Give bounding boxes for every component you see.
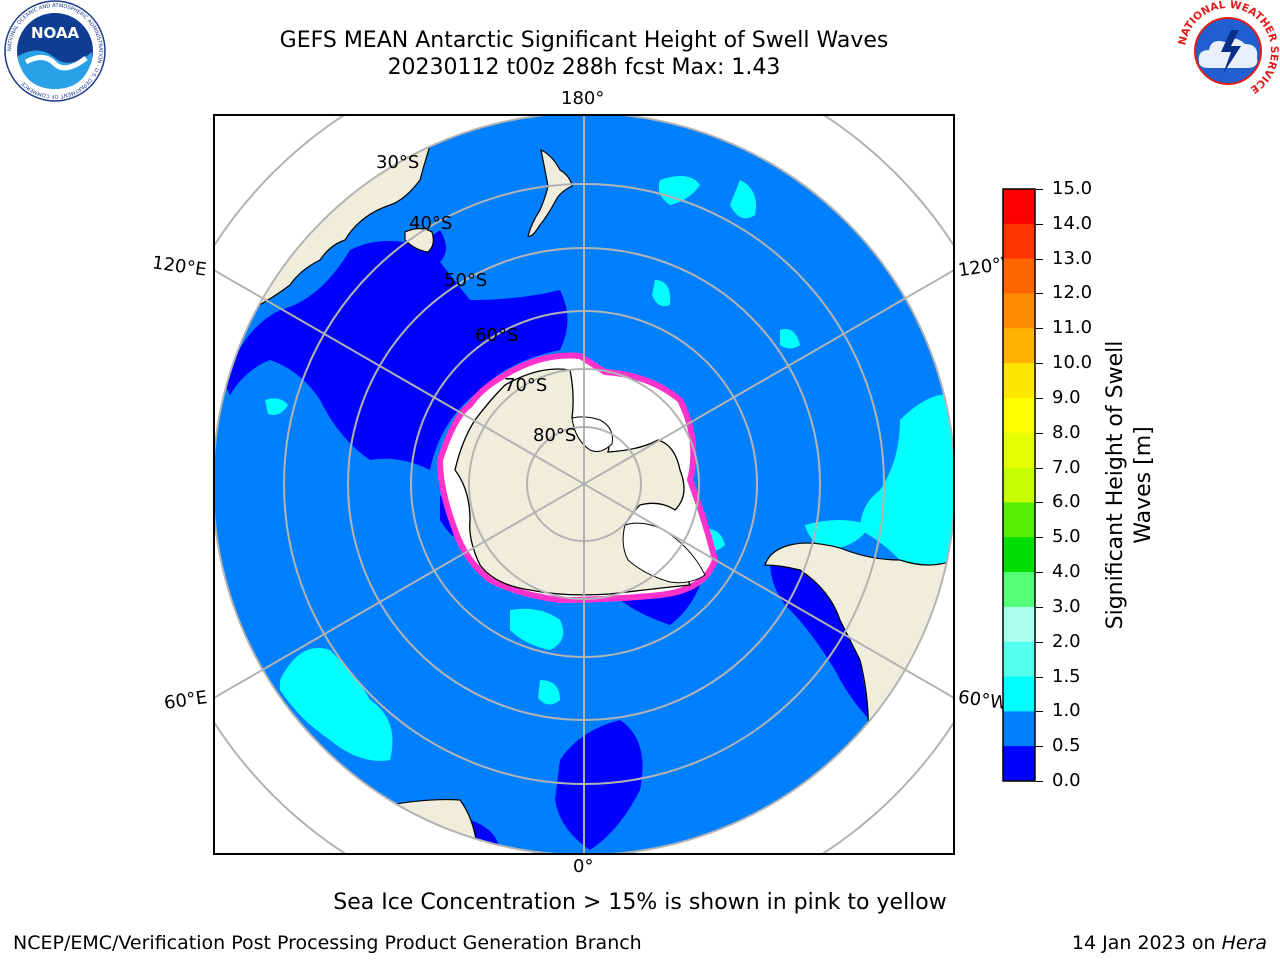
- colorbar-segment: [1003, 537, 1035, 573]
- colorbar-segment: [1003, 189, 1035, 225]
- sea-ice-caption: Sea Ice Concentration > 15% is shown in …: [333, 890, 947, 915]
- colorbar-tick-mark: [1036, 189, 1043, 190]
- colorbar-tick-label: 2.0: [1052, 630, 1081, 652]
- colorbar-tick-mark: [1036, 397, 1043, 399]
- lat-label-50s: 50°S: [444, 270, 488, 291]
- colorbar-label: Significant Height of Swell Waves [m]: [1103, 340, 1156, 630]
- colorbar-tick-mark: [1036, 641, 1043, 643]
- lat-label-70s: 70°S: [504, 375, 548, 396]
- colorbar-segment: [1003, 258, 1035, 294]
- colorbar-tick-label: 1.0: [1052, 700, 1081, 722]
- colorbar-segment: [1003, 606, 1035, 643]
- colorbar-tick-label: 9.0: [1052, 386, 1081, 408]
- colorbar-segment: [1003, 467, 1035, 503]
- colorbar-segment: [1003, 711, 1035, 747]
- colorbar-tick-mark: [1036, 432, 1043, 434]
- colorbar-tick-label: 4.0: [1052, 561, 1081, 583]
- lon-label-0: 0°: [573, 856, 594, 877]
- colorbar-segment: [1003, 328, 1035, 364]
- colorbar-segment: [1003, 641, 1035, 678]
- land-tasmania: [404, 227, 434, 253]
- colorbar-tick-mark: [1036, 746, 1043, 748]
- nws-logo: NATIONAL WEATHER SERVICE: [1177, 0, 1279, 101]
- colorbar-tick-label: 5.0: [1052, 526, 1081, 548]
- colorbar-segment: [1003, 397, 1035, 434]
- colorbar-tick-label: 8.0: [1052, 421, 1081, 443]
- colorbar-tick-label: 10.0: [1052, 352, 1093, 374]
- colorbar-segment: [1003, 363, 1035, 399]
- noaa-text: NOAA: [31, 24, 80, 42]
- chart-title: GEFS MEAN Antarctic Significant Height o…: [279, 28, 889, 53]
- colorbar-segment: [1003, 432, 1035, 469]
- colorbar-tick-mark: [1036, 711, 1043, 713]
- lat-label-30s: 30°S: [376, 152, 420, 173]
- colorbar-segment: [1003, 746, 1035, 782]
- lat-label-60s: 60°S: [475, 325, 519, 346]
- colorbar-tick-mark: [1036, 606, 1043, 608]
- graticule: [214, 115, 954, 854]
- noaa-logo: NATIONAL OCEANIC AND ATMOSPHERIC ADMINIS…: [4, 0, 106, 102]
- colorbar-tick-label: 0.5: [1052, 735, 1081, 757]
- colorbar-tick-label: 14.0: [1052, 212, 1093, 234]
- colorbar-tick-label: 6.0: [1052, 491, 1081, 513]
- colorbar-tick-label: 15.0: [1052, 178, 1093, 199]
- colorbar-tick-mark: [1036, 293, 1043, 295]
- colorbar-tick-label: 0.0: [1052, 770, 1081, 791]
- colorbar-tick-label: 13.0: [1052, 247, 1093, 269]
- colorbar-tick-label: 11.0: [1052, 317, 1093, 339]
- ice-shelf-ross: [571, 416, 613, 452]
- colorbar-segment: [1003, 223, 1035, 260]
- lat-label-40s: 40°S: [409, 213, 453, 234]
- footer-credit: NCEP/EMC/Verification Post Processing Pr…: [13, 932, 642, 954]
- moderate-swell-regions: [265, 176, 954, 761]
- colorbar-segment: [1003, 502, 1035, 538]
- colorbar-tick-mark: [1036, 467, 1043, 469]
- colorbar-tick-label: 7.0: [1052, 456, 1081, 478]
- colorbar-tick-mark: [1036, 781, 1043, 782]
- chart-subtitle: 20230112 t00z 288h fcst Max: 1.43: [387, 55, 781, 80]
- colorbar-tick-mark: [1036, 223, 1043, 225]
- colorbar-tick-label: 12.0: [1052, 282, 1093, 304]
- footer-date-text: 14 Jan 2023 on: [1071, 932, 1222, 954]
- footer-host: Hera: [1221, 932, 1267, 954]
- footer-date: 14 Jan 2023 on Hera: [1072, 932, 1267, 954]
- colorbar-segment: [1003, 572, 1035, 608]
- colorbar-tick-label: 1.5: [1052, 665, 1081, 687]
- colorbar-tick-mark: [1036, 502, 1043, 504]
- colorbar-tick-mark: [1036, 676, 1043, 678]
- colorbar-tick-mark: [1036, 328, 1043, 330]
- lon-label-180: 180°: [561, 88, 605, 109]
- colorbar-segment: [1003, 293, 1035, 329]
- colorbar-tick-mark: [1036, 572, 1043, 574]
- colorbar-tick-mark: [1036, 537, 1043, 539]
- map-frame: [213, 114, 955, 855]
- colorbar-tick-label: 3.0: [1052, 595, 1081, 617]
- colorbar: [1002, 188, 1036, 782]
- colorbar-tick-mark: [1036, 258, 1043, 260]
- lat-label-80s: 80°S: [533, 425, 577, 446]
- colorbar-border: [1002, 188, 1036, 782]
- colorbar-segment: [1003, 676, 1035, 712]
- colorbar-tick-mark: [1036, 363, 1043, 365]
- land-new-zealand: [527, 148, 573, 237]
